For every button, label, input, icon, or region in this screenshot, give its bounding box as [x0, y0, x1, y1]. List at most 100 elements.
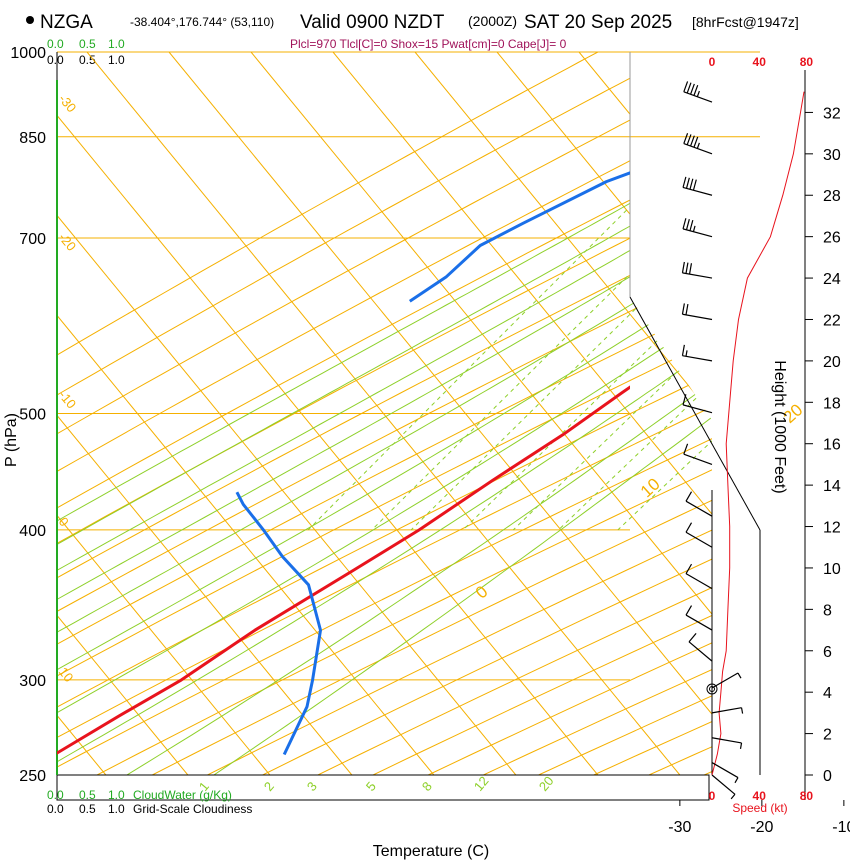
mixing-ratio-line — [558, 52, 712, 531]
wind-barb — [683, 81, 713, 103]
wind-barb-flag — [685, 177, 690, 189]
wind-barb-flag — [681, 261, 685, 273]
dewpoint-profile — [408, 171, 630, 303]
wind-barb — [685, 491, 713, 517]
speed-tick-1-40: 40 — [753, 789, 767, 803]
height-tick-24: 24 — [823, 271, 841, 288]
wind-barb-flag — [685, 522, 693, 533]
wind-barb-flag — [682, 218, 687, 230]
wind-barb — [681, 344, 713, 362]
height-tick-22: 22 — [823, 312, 841, 329]
height-tick-2: 2 — [823, 727, 832, 744]
wind-barb — [688, 633, 713, 662]
height-axis-title: Height (1000 Feet) — [771, 360, 788, 493]
dry-adiabat — [274, 52, 712, 775]
zulu-time: (2000Z) — [468, 13, 517, 29]
wind-barb-staff — [682, 272, 713, 279]
isotherm — [86, 52, 681, 775]
wind-barb-flag — [685, 605, 693, 616]
wind-barb-flag — [685, 262, 689, 274]
cloud-tick-top-1: 0.5 — [79, 37, 96, 51]
wind-barb-staff — [685, 531, 713, 548]
isobar-lines — [57, 51, 760, 776]
mixing-ratio-line — [307, 52, 712, 531]
dry-adiabat — [57, 52, 712, 775]
moist-adiabat — [213, 52, 712, 775]
dry-adiabat — [57, 52, 712, 775]
wind-barb-staff — [711, 672, 739, 689]
moist-adiabat — [126, 52, 712, 775]
mixing-label-5: 12 — [471, 773, 492, 794]
station-marker-icon — [26, 16, 34, 24]
isotherm — [57, 52, 599, 775]
mixing-ratio-line — [512, 52, 712, 531]
isotherm — [168, 52, 712, 775]
mixing-label-6: 20 — [536, 773, 557, 794]
pressure-tick-500: 500 — [19, 407, 46, 424]
moist-adiabat — [57, 52, 712, 775]
dry-adiabat — [57, 52, 712, 775]
isotherm-label-0: 0 — [472, 582, 492, 602]
wind-panel: 0246810121416182022242628303204080120408… — [681, 55, 841, 803]
cloudiness-tick-2: 1.0 — [108, 802, 125, 816]
calm-wind-icon — [706, 683, 718, 695]
dry-adiabat — [57, 52, 646, 775]
wind-barb-staff — [683, 453, 713, 465]
isotherm — [57, 52, 435, 775]
pressure-tick-250: 250 — [19, 768, 46, 785]
wind-barb-flag — [681, 303, 685, 315]
wind-barb-flag — [685, 491, 693, 502]
x-axis-title: Temperature (C) — [373, 843, 489, 860]
moist-adiabat — [57, 52, 712, 775]
dry-adiabat — [110, 52, 712, 775]
wind-barb-flag — [683, 443, 689, 455]
wind-barb — [711, 762, 739, 784]
thermo-grid — [57, 52, 712, 775]
dry-adiabat-label-2: -10 — [56, 387, 80, 411]
wind-barb-flag — [682, 394, 687, 406]
wind-barb-staff — [682, 228, 713, 238]
wind-barb — [685, 563, 713, 590]
height-tick-28: 28 — [823, 188, 841, 205]
x-tick--20: -20 — [750, 819, 773, 836]
wind-barb — [682, 218, 713, 238]
height-tick-32: 32 — [823, 105, 841, 122]
wind-barb-flag — [685, 563, 693, 574]
mixing-label-4: 8 — [419, 779, 435, 794]
wind-barb-flag — [739, 742, 743, 749]
wind-barb-flag — [696, 90, 700, 97]
wind-barb-staff — [683, 143, 713, 155]
valid-date: SAT 20 Sep 2025 — [524, 12, 672, 33]
wind-barb — [711, 774, 736, 800]
dry-adiabat — [57, 52, 712, 775]
wind-barb-flag — [690, 135, 695, 147]
moist-adiabat — [57, 52, 712, 775]
wind-speed-profile — [711, 91, 805, 776]
x-tick--30: -30 — [668, 819, 691, 836]
dry-adiabat — [57, 52, 712, 775]
station-coords: -38.404°,176.744° (53,110) — [130, 15, 274, 29]
cloudiness-tick-1: 0.5 — [79, 802, 96, 816]
cloud-tick-top2-1: 0.5 — [79, 53, 96, 67]
height-tick-30: 30 — [823, 147, 841, 164]
height-tick-16: 16 — [823, 437, 841, 454]
wind-barb-flag — [681, 344, 685, 356]
mixing-label-3: 5 — [363, 779, 379, 794]
height-tick-6: 6 — [823, 644, 832, 661]
calm-wind-inner-icon — [709, 686, 715, 692]
wind-barb-staff — [711, 762, 739, 779]
cloud-tick-top-2: 1.0 — [108, 37, 125, 51]
cloud-tick-top2-2: 1.0 — [108, 53, 125, 67]
x-tick--10: -10 — [832, 819, 850, 836]
isotherm — [660, 52, 712, 775]
wind-barb-flag — [730, 793, 736, 800]
wind-barb-flag — [685, 303, 689, 315]
dry-adiabat-label-4: -30 — [56, 91, 80, 115]
wind-barb-flag — [740, 707, 744, 714]
wind-barb — [683, 133, 713, 155]
moist-adiabat — [57, 52, 712, 775]
wind-barb-staff — [685, 573, 713, 590]
speed-tick-0-0: 0 — [709, 55, 716, 69]
wind-barb-flag — [692, 179, 697, 191]
plot-frame — [56, 52, 761, 801]
